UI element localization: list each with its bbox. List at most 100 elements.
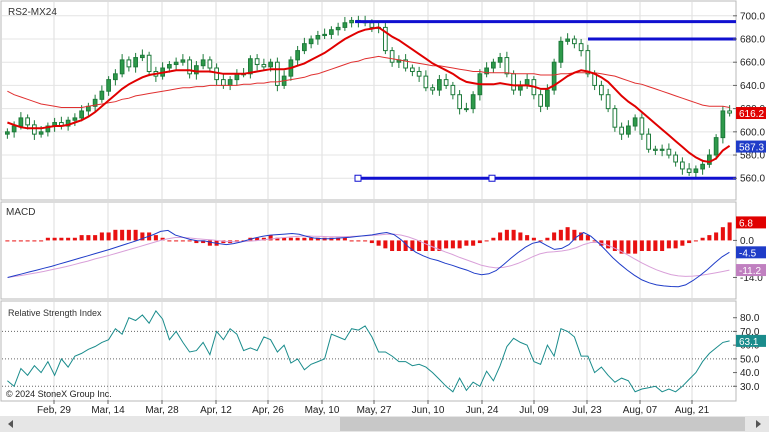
macd-histogram-bar bbox=[633, 240, 638, 254]
macd-histogram-bar bbox=[464, 240, 469, 246]
x-tick-label: Aug, 21 bbox=[675, 405, 710, 416]
candle-body bbox=[551, 61, 557, 91]
macd-histogram-bar bbox=[639, 240, 644, 251]
candle-body bbox=[268, 61, 273, 68]
candle bbox=[437, 74, 442, 96]
candle-body bbox=[25, 117, 30, 126]
macd-histogram-bar bbox=[25, 240, 30, 242]
macd-histogram-bar bbox=[498, 232, 503, 241]
candle-body bbox=[686, 168, 692, 173]
candle bbox=[72, 113, 78, 127]
macd-histogram-bar bbox=[349, 240, 354, 242]
macd-histogram-bar bbox=[295, 237, 300, 241]
macd-histogram-bar bbox=[120, 229, 125, 241]
candle bbox=[254, 54, 260, 71]
candle-body bbox=[167, 64, 172, 69]
macd-histogram-bar bbox=[194, 240, 199, 244]
candle bbox=[180, 54, 186, 66]
macd-histogram-bar bbox=[356, 240, 361, 242]
candle-body bbox=[322, 33, 327, 37]
candle-body bbox=[173, 61, 179, 66]
candle bbox=[5, 128, 10, 139]
candle bbox=[106, 76, 111, 96]
rsi-panel-frame bbox=[0, 300, 737, 402]
candle-body bbox=[497, 57, 503, 63]
candle-body bbox=[79, 110, 84, 119]
macd-histogram bbox=[5, 222, 732, 254]
candle-body bbox=[423, 75, 429, 89]
macd-histogram-bar bbox=[572, 229, 577, 241]
candle bbox=[308, 35, 314, 49]
candle-body bbox=[302, 43, 307, 52]
macd-histogram-bar bbox=[45, 237, 50, 241]
candle bbox=[632, 114, 638, 131]
macd-tick-label: 0.0 bbox=[740, 236, 754, 247]
macd-histogram-bar bbox=[32, 240, 37, 242]
candle bbox=[666, 143, 672, 159]
macd-histogram-bar bbox=[86, 235, 91, 241]
macd-histogram-bar bbox=[93, 235, 98, 241]
macd-histogram-bar bbox=[99, 232, 104, 241]
price-tick-label: 600.0 bbox=[740, 127, 765, 138]
macd-histogram-bar bbox=[66, 237, 71, 241]
candle bbox=[113, 69, 118, 86]
price-value-label-bg bbox=[736, 140, 766, 153]
scrollbar-thumb[interactable] bbox=[340, 417, 745, 431]
rsi-labels: 63.1 bbox=[736, 334, 766, 348]
candle bbox=[295, 45, 300, 66]
candle bbox=[639, 113, 645, 140]
candle bbox=[410, 64, 415, 77]
rsi-tick-label: 40.0 bbox=[740, 368, 760, 379]
rsi-panel: Relative Strength Index 80.070.060.050.0… bbox=[2, 308, 766, 399]
macd-histogram-bar bbox=[417, 240, 422, 251]
candle-body bbox=[187, 59, 192, 75]
macd-histogram-bar bbox=[160, 237, 165, 241]
macd-value-label-bg bbox=[736, 216, 766, 229]
candle bbox=[200, 54, 206, 70]
macd-histogram-bar bbox=[606, 240, 611, 249]
macd-histogram-bar bbox=[511, 229, 516, 241]
x-axis: Feb, 29 Mar, 14 Mar, 28 Apr, 12 Apr, 26 May, … bbox=[37, 400, 710, 416]
candle-body bbox=[254, 58, 260, 66]
macd-histogram-bar bbox=[504, 229, 509, 241]
candle-body bbox=[126, 59, 132, 68]
macd-histogram-bar bbox=[666, 240, 671, 249]
macd-histogram-bar bbox=[720, 227, 725, 241]
candle-body bbox=[5, 131, 10, 135]
candle-body bbox=[140, 54, 145, 59]
line-handle[interactable] bbox=[488, 174, 496, 182]
price-tick-label: 700.0 bbox=[740, 11, 765, 22]
macd-panel-frame bbox=[0, 201, 737, 300]
candle-body bbox=[693, 168, 699, 173]
x-tick-label: Feb, 29 bbox=[37, 405, 71, 416]
macd-histogram-bar bbox=[646, 240, 651, 251]
candle bbox=[653, 145, 658, 156]
candle bbox=[538, 90, 543, 113]
macd-tick-label: -14.0 bbox=[740, 273, 763, 284]
candle bbox=[99, 85, 105, 103]
scroll-left-arrow-icon[interactable] bbox=[8, 420, 13, 428]
candle-body bbox=[99, 90, 105, 100]
macd-histogram-bar bbox=[471, 240, 476, 246]
macd-histogram-bar bbox=[727, 222, 732, 241]
candle bbox=[430, 84, 435, 95]
candle-body bbox=[484, 67, 489, 75]
macd-histogram-bar bbox=[302, 237, 307, 241]
candle-body bbox=[295, 50, 300, 61]
macd-histogram-bar bbox=[376, 240, 381, 246]
candle bbox=[713, 134, 719, 160]
macd-histogram-bar bbox=[680, 240, 685, 246]
macd-value-label-bg bbox=[736, 264, 766, 277]
candle-body bbox=[619, 126, 624, 135]
candle-body bbox=[430, 87, 435, 91]
candle bbox=[423, 70, 429, 92]
macd-histogram-bar bbox=[72, 237, 77, 241]
macd-axis-ticks: 0.0 -14.0 bbox=[733, 236, 763, 284]
candle-body bbox=[200, 59, 206, 67]
candle-body bbox=[227, 79, 233, 86]
line-handle[interactable] bbox=[354, 174, 362, 182]
scroll-right-arrow-icon[interactable] bbox=[756, 420, 761, 428]
scrollbar[interactable] bbox=[0, 416, 769, 432]
candle-body bbox=[538, 94, 543, 107]
